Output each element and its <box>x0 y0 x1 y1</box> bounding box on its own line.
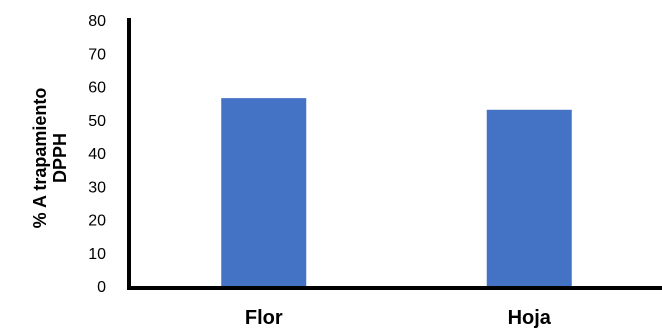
y-tick-label: 0 <box>97 279 106 296</box>
y-tick-label: 60 <box>88 80 106 97</box>
x-category-label: Flor <box>245 307 283 328</box>
y-tick-label: 80 <box>88 13 106 30</box>
bars <box>221 98 572 287</box>
y-tick-label: 20 <box>88 213 106 230</box>
y-axis-label: % A trapamiento DPPH <box>30 88 70 229</box>
y-tick-label: 30 <box>88 179 106 196</box>
y-tick-label: 40 <box>88 146 106 163</box>
y-tick-label: 10 <box>88 246 106 263</box>
bar-hoja <box>486 109 572 287</box>
y-axis-label-line-2: DPPH <box>50 133 70 183</box>
bar-flor <box>221 98 307 286</box>
y-tick-label: 50 <box>88 113 106 130</box>
y-axis-label-line-1: % A trapamiento <box>30 88 50 229</box>
y-axis-ticks: 0 10 20 30 40 50 60 70 80 <box>88 13 106 296</box>
x-category-label: Hoja <box>508 307 552 328</box>
y-tick-label: 70 <box>88 46 106 63</box>
x-axis-categories: Flor Hoja <box>245 307 552 328</box>
